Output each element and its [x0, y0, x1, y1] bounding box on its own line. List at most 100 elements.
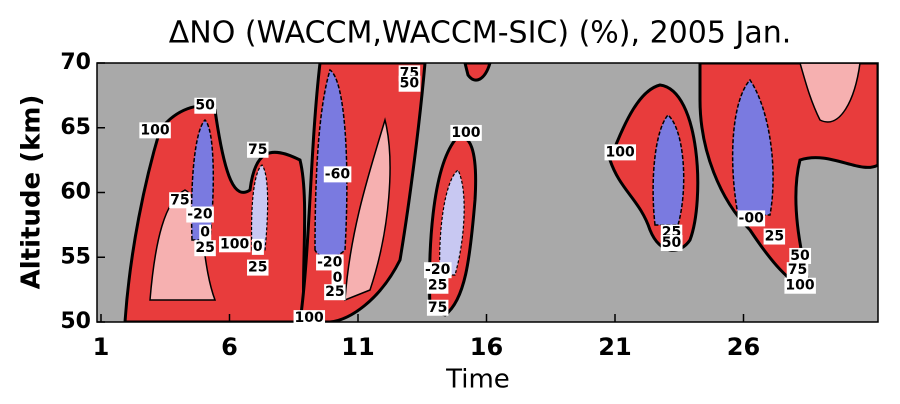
contour-label-box — [169, 192, 191, 209]
contour-label: 100 — [219, 236, 251, 253]
contour-label-box — [604, 144, 637, 161]
contour-label: 50 — [398, 75, 421, 92]
x-axis-label: Time — [445, 365, 510, 395]
contour-label-box — [219, 236, 251, 253]
contour-label: -20 — [186, 206, 214, 223]
contour-label-box — [293, 310, 326, 327]
y-tick-label: 55 — [60, 244, 91, 269]
contour-label-box — [426, 299, 449, 316]
contour-label: 75 — [169, 192, 191, 209]
contour-label-text: -00 — [739, 210, 765, 226]
contour-label-text: -20 — [317, 254, 343, 270]
contour-label: 75 — [247, 141, 269, 158]
contour-label-text: 25 — [248, 260, 267, 276]
contour-region — [799, 63, 861, 123]
contour-label-text: -20 — [187, 207, 213, 223]
contour-label-text: -20 — [425, 262, 451, 278]
x-tick-label: 16 — [470, 333, 503, 361]
contour-label-text: 100 — [606, 144, 635, 160]
contour-label-box — [450, 124, 482, 141]
contour-label-box — [426, 277, 449, 294]
y-tick-label: 60 — [60, 180, 91, 205]
contour-label: 25 — [426, 277, 449, 294]
contour-label-box — [186, 206, 214, 223]
contour-label-box — [324, 284, 346, 301]
contour-label: -20 — [316, 254, 344, 271]
contour-label-text: 25 — [428, 278, 447, 294]
contour-label-text: 50 — [195, 98, 215, 114]
contour-label: 100 — [293, 310, 326, 327]
contour-label-text: 25 — [195, 240, 214, 256]
contour-label-text: 0 — [200, 225, 210, 241]
contour-label-box — [763, 228, 786, 245]
y-axis-label: Altitude (km) — [17, 95, 47, 290]
x-tick-label: 21 — [598, 333, 631, 361]
contour-label-box — [398, 75, 421, 92]
y-tick-label: 50 — [60, 309, 91, 334]
contour-label-box — [194, 97, 217, 114]
y-tick-label: 65 — [60, 115, 91, 140]
contour-label-box — [789, 247, 812, 264]
contour-label-box — [194, 240, 216, 257]
contour-label-text: 100 — [140, 122, 169, 138]
contour-label-box — [737, 210, 766, 227]
contour-label: 25 — [763, 228, 786, 245]
x-tick-label: 6 — [221, 333, 238, 361]
contour-label: 100 — [784, 277, 816, 294]
x-tick-label: 1 — [93, 333, 110, 361]
contour-label-box — [316, 254, 344, 271]
contour-label-box — [251, 238, 264, 255]
contour-region — [439, 169, 465, 276]
contour-label: 75 — [426, 299, 449, 316]
contour-label: 50 — [660, 235, 683, 252]
contour-label-text: 0 — [333, 270, 343, 286]
chart-title: ΔNO (WACCM,WACCM-SIC) (%), 2005 Jan. — [169, 16, 792, 51]
contour-label-text: 100 — [785, 278, 814, 294]
contour-label: 50 — [789, 247, 812, 264]
contour-label-text: 25 — [325, 284, 344, 300]
contour-label-text: 50 — [662, 235, 682, 251]
contour-label: 0 — [251, 238, 264, 255]
contour-label: 50 — [194, 97, 217, 114]
contour-label-text: 100 — [220, 236, 249, 252]
y-tick-label: 70 — [60, 50, 91, 75]
contour-label: 0 — [199, 224, 212, 241]
contour-region — [344, 117, 391, 302]
x-tick-label: 11 — [341, 333, 374, 361]
contour-label: 100 — [450, 124, 482, 141]
contour-label-box — [786, 262, 809, 279]
contour-label-text: 75 — [788, 262, 807, 278]
contour-label: 25 — [194, 240, 216, 257]
contour-region — [731, 78, 774, 216]
contour-region — [652, 113, 685, 226]
contour-label: -60 — [323, 166, 352, 183]
contour-label-box — [784, 277, 816, 294]
contour-label-text: 100 — [295, 310, 324, 326]
contour-label: 100 — [139, 122, 171, 139]
contour-label-text: 75 — [170, 192, 189, 208]
contour-label-box — [331, 269, 344, 286]
contour-label-box — [660, 235, 683, 252]
contour-label-box — [247, 141, 269, 158]
contour-label-text: 0 — [253, 239, 263, 255]
contour-label-text: 100 — [451, 125, 480, 141]
contour-label-text: 75 — [428, 300, 447, 316]
contour-label-box — [323, 166, 352, 183]
contour-label: -00 — [737, 210, 766, 227]
contour-label-box — [139, 122, 171, 139]
contour-label: 75 — [786, 262, 809, 279]
contour-label-text: 75 — [248, 142, 267, 158]
contour-region — [251, 164, 269, 251]
contour-label: 25 — [247, 259, 269, 276]
contour-label-box — [424, 262, 452, 279]
contour-label-text: -60 — [325, 166, 351, 182]
contour-label-text: 25 — [765, 229, 784, 245]
contour-label: 100 — [604, 144, 637, 161]
contour-label-text: 50 — [790, 248, 810, 264]
contour-label-box — [247, 259, 269, 276]
contour-label: -20 — [424, 262, 452, 279]
contour-label-box — [199, 224, 212, 241]
contour-label: 25 — [324, 284, 346, 301]
contour-label-text: 50 — [400, 76, 420, 92]
